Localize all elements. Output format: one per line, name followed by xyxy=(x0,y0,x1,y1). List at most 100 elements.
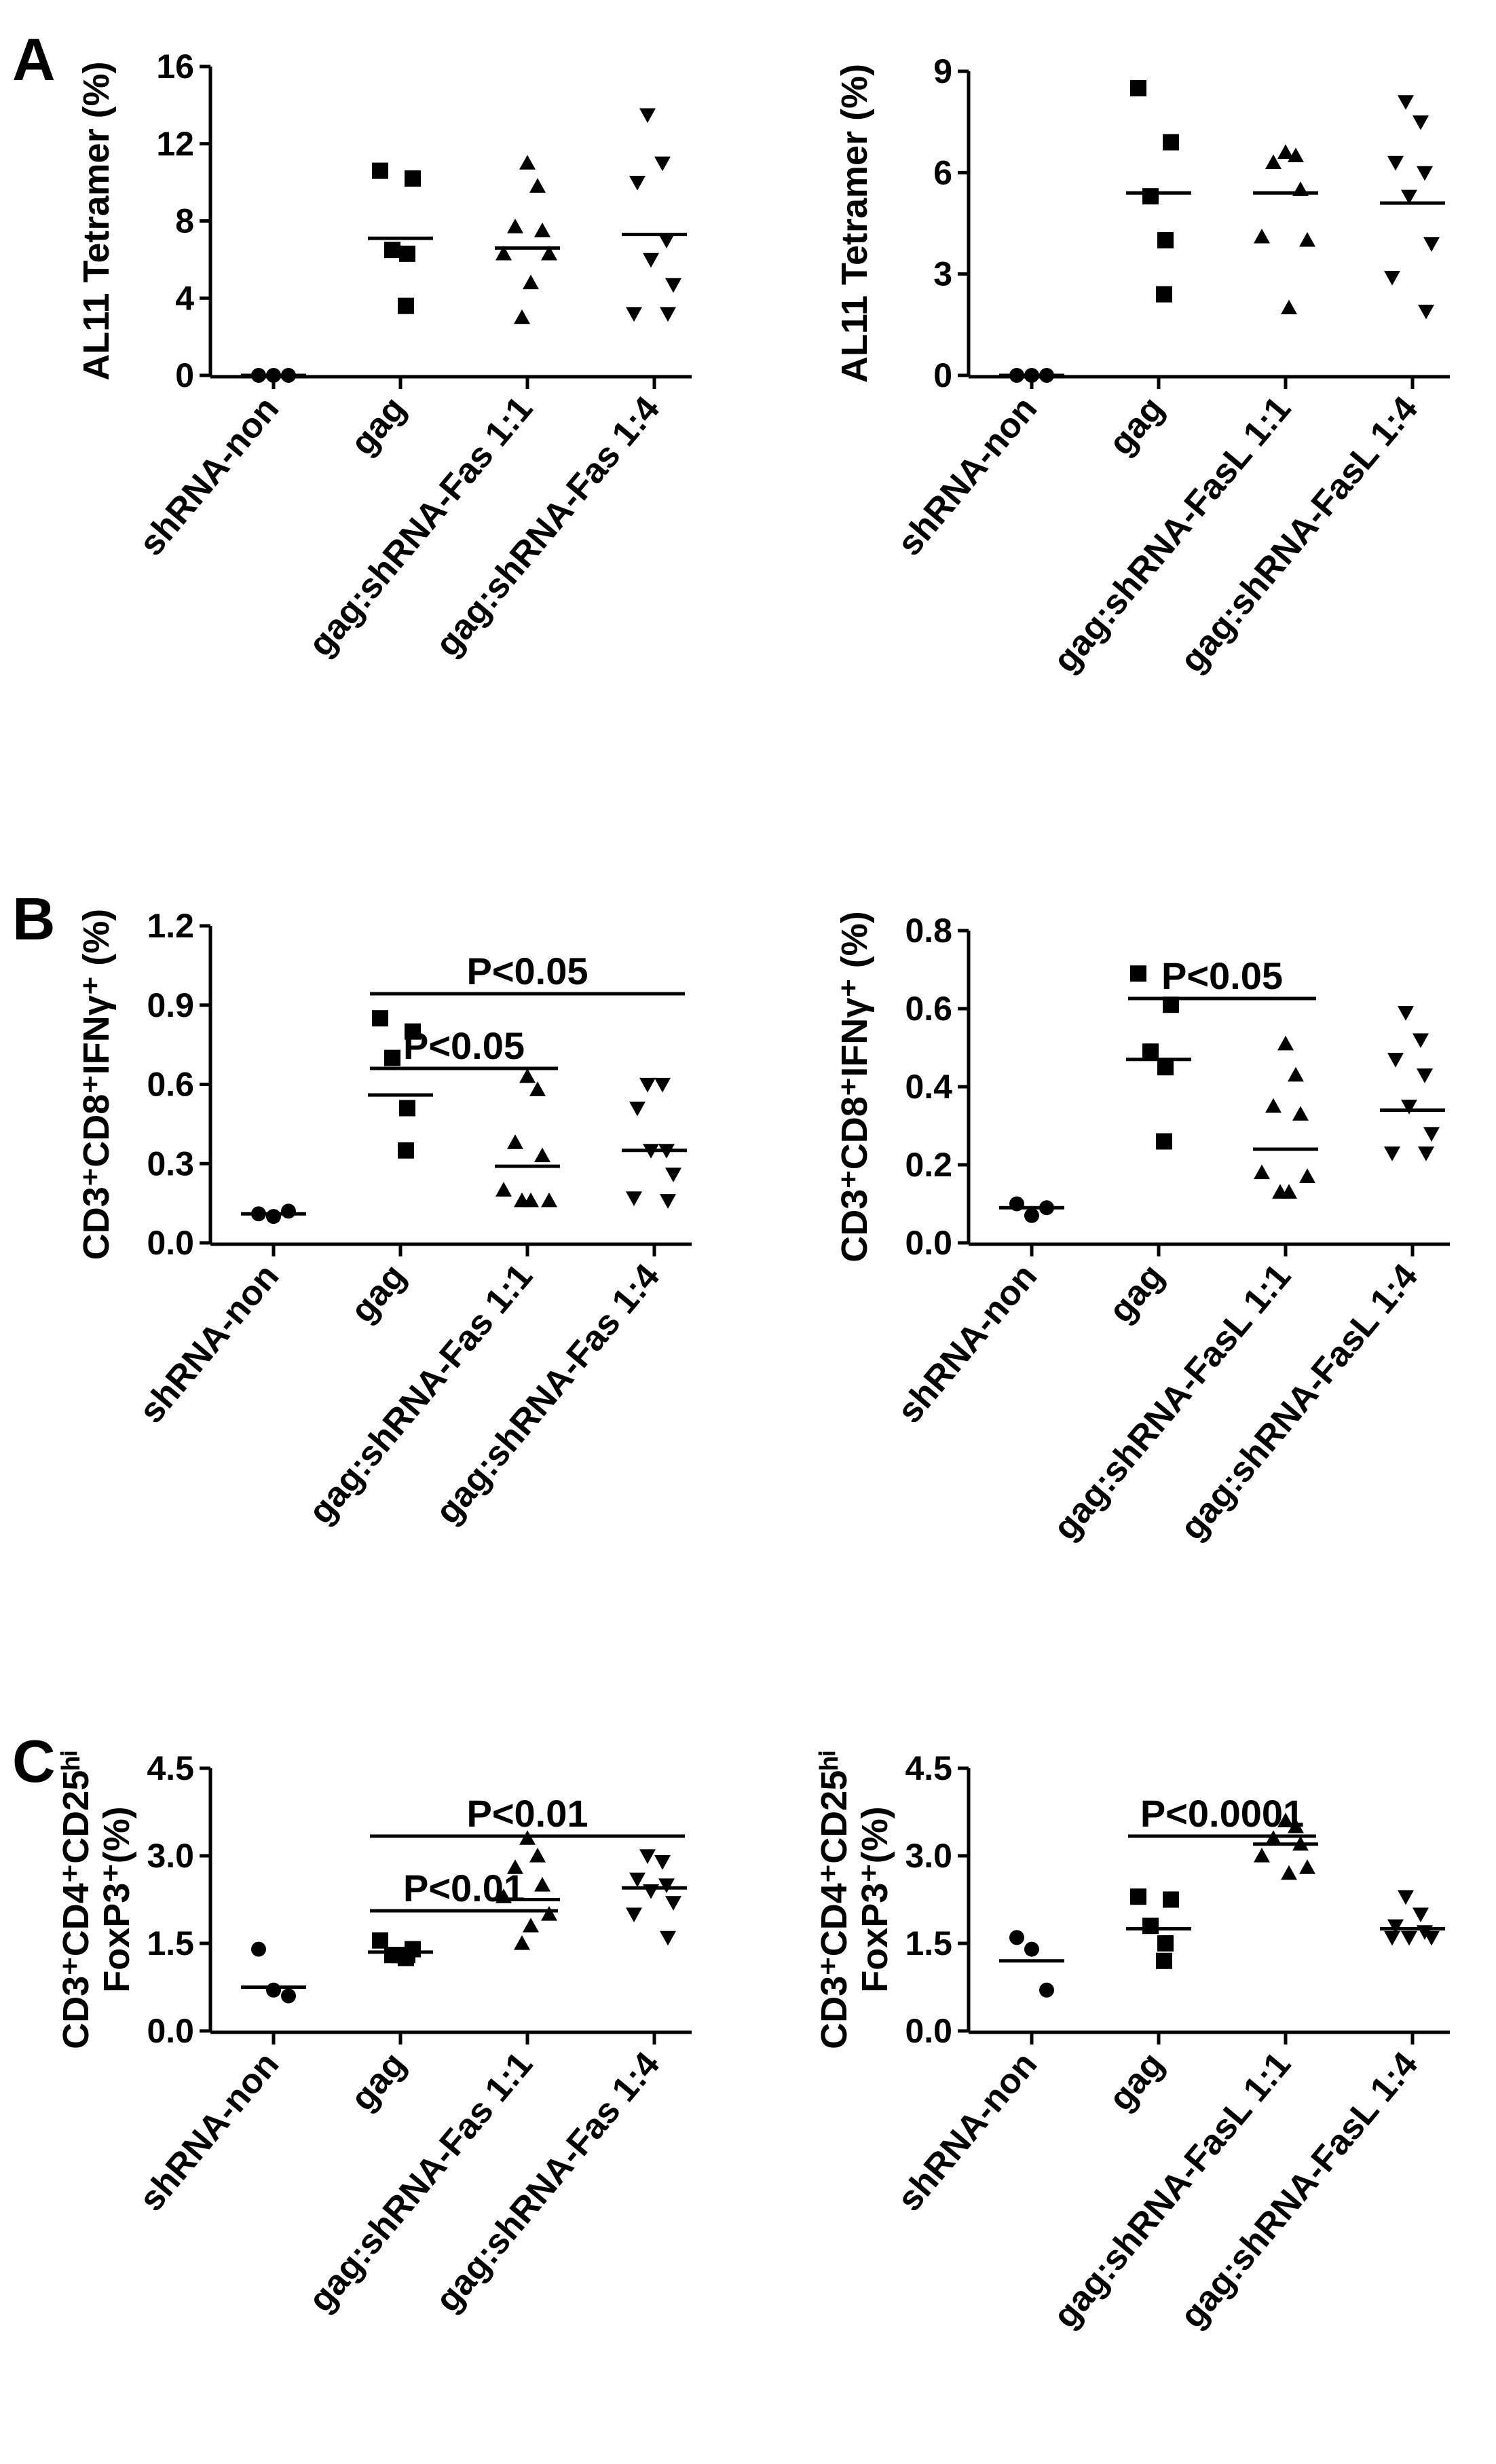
data-point xyxy=(519,155,536,170)
x-tick-label: shRNA-non xyxy=(132,1256,286,1430)
data-point xyxy=(384,1049,400,1066)
y-tick-label: 0.8 xyxy=(905,912,952,950)
x-tick-label: shRNA-non xyxy=(132,2045,286,2218)
y-tick-label: 0.3 xyxy=(147,1144,194,1182)
data-point xyxy=(1277,1812,1294,1827)
y-axis-label: CD3⁺CD4⁺CD25ʰⁱ xyxy=(56,1750,96,2049)
y-tick-label: 12 xyxy=(156,125,194,163)
data-point xyxy=(639,1849,656,1864)
data-point xyxy=(1156,286,1172,303)
data-point xyxy=(1277,144,1294,160)
data-point xyxy=(1272,1184,1288,1199)
data-point xyxy=(629,1872,646,1888)
x-tick-label: shRNA-non xyxy=(890,389,1045,563)
data-point xyxy=(1418,304,1434,320)
data-point xyxy=(639,1077,656,1093)
x-tick-label: gag:shRNA-FasL 1:1 xyxy=(1046,1256,1299,1547)
panel-label: B xyxy=(12,885,56,952)
data-point xyxy=(665,1896,681,1911)
data-point xyxy=(1401,1100,1417,1115)
data-point xyxy=(390,1947,406,1964)
data-point xyxy=(1384,1146,1400,1161)
data-point xyxy=(1418,1146,1434,1161)
data-point xyxy=(643,253,659,268)
data-point xyxy=(398,1142,414,1159)
data-point xyxy=(523,274,539,290)
data-point xyxy=(626,1907,642,1922)
y-tick-label: 3.0 xyxy=(147,1837,194,1875)
x-tick-label: gag:shRNA-FasL 1:4 xyxy=(1173,389,1426,679)
data-point xyxy=(372,1932,388,1949)
data-point xyxy=(658,1878,675,1893)
data-point xyxy=(1156,1952,1172,1969)
data-point xyxy=(665,1168,681,1182)
data-point xyxy=(541,1192,557,1208)
data-point xyxy=(514,1935,530,1950)
data-point xyxy=(514,1192,530,1208)
data-point xyxy=(541,1906,557,1921)
data-point xyxy=(507,1134,523,1149)
x-tick-label: gag:shRNA-Fas 1:4 xyxy=(428,389,667,664)
x-tick-label: gag:shRNA-Fas 1:1 xyxy=(301,389,540,664)
y-tick-label: 4.5 xyxy=(905,1749,952,1787)
data-point xyxy=(1254,1848,1270,1863)
data-point xyxy=(1387,1919,1404,1935)
y-tick-label: 3.0 xyxy=(905,1837,952,1875)
data-point xyxy=(654,156,671,172)
x-tick-label: gag xyxy=(343,389,413,462)
y-axis-label: AL11 Tetramer (%) xyxy=(834,64,875,383)
data-point xyxy=(1413,115,1429,130)
y-tick-label: 1.5 xyxy=(147,1924,194,1962)
data-point xyxy=(1281,299,1297,315)
y-tick-label: 0.0 xyxy=(147,1224,194,1262)
data-point xyxy=(629,176,646,191)
data-point xyxy=(1401,189,1417,205)
y-tick-label: 0 xyxy=(933,356,952,394)
data-point xyxy=(1417,1068,1433,1083)
y-tick-label: 0.0 xyxy=(905,1224,952,1262)
data-point xyxy=(399,1100,415,1117)
y-tick-label: 0 xyxy=(175,356,194,394)
data-point xyxy=(626,1191,642,1206)
x-tick-label: gag:shRNA-Fas 1:4 xyxy=(428,1256,667,1531)
data-point xyxy=(1157,1059,1174,1076)
panel-label: C xyxy=(12,1728,56,1795)
y-tick-label: 0.9 xyxy=(147,986,194,1024)
data-point xyxy=(658,234,675,248)
data-point xyxy=(1156,1133,1172,1150)
x-tick-label: shRNA-non xyxy=(890,2045,1045,2218)
data-point xyxy=(1157,231,1174,248)
data-point xyxy=(1163,1891,1179,1908)
data-point xyxy=(251,1941,266,1957)
y-tick-label: 3 xyxy=(933,255,952,293)
data-point xyxy=(1299,1168,1315,1183)
data-point xyxy=(372,1010,388,1027)
data-point xyxy=(1254,228,1270,244)
data-point xyxy=(1157,1935,1174,1952)
y-axis-label: FoxP3⁺(%) xyxy=(855,1806,895,1993)
x-tick-label: shRNA-non xyxy=(890,1256,1045,1430)
x-tick-label: gag xyxy=(343,1256,413,1330)
data-point xyxy=(523,1918,539,1933)
data-point xyxy=(1130,1888,1146,1905)
data-point xyxy=(1398,1006,1414,1021)
data-point xyxy=(541,245,557,261)
data-point xyxy=(534,1147,550,1163)
significance-label: P<0.01 xyxy=(403,1867,525,1909)
data-point xyxy=(660,1930,676,1946)
data-point xyxy=(1265,1098,1282,1113)
data-point xyxy=(495,1182,512,1197)
data-point xyxy=(1024,1208,1039,1223)
data-point xyxy=(1142,188,1159,205)
data-point xyxy=(1163,134,1179,151)
data-point xyxy=(266,1982,281,1998)
y-axis-label: CD3⁺CD8⁺IFNγ⁺ (%) xyxy=(76,909,117,1261)
data-point xyxy=(495,245,512,261)
data-point xyxy=(1398,1890,1414,1905)
data-point xyxy=(1265,154,1282,169)
data-point xyxy=(1024,1941,1039,1957)
data-point xyxy=(1254,1164,1270,1180)
y-axis-label: CD3⁺CD4⁺CD25ʰⁱ xyxy=(814,1750,855,2049)
data-point xyxy=(399,245,415,262)
data-point xyxy=(372,162,388,179)
